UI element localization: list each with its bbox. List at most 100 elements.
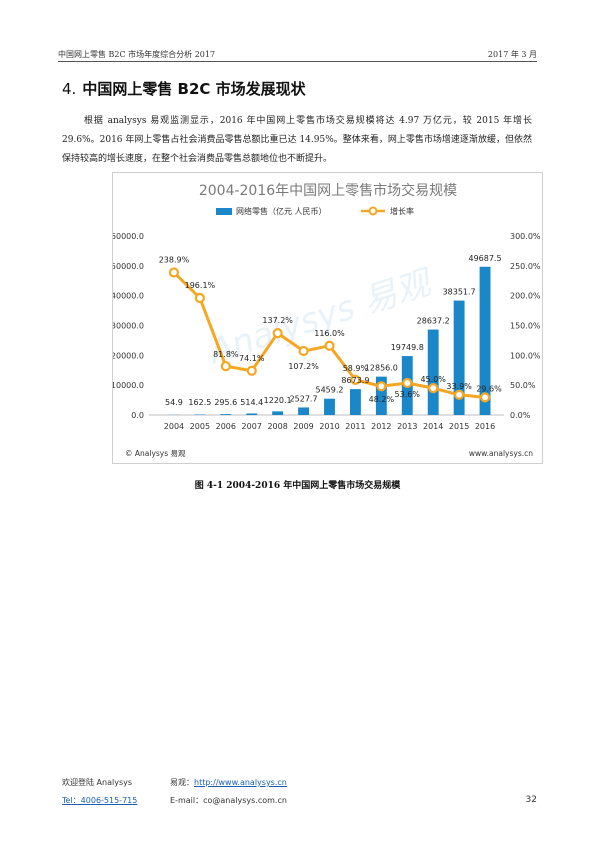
section-number: 4.: [62, 80, 77, 98]
bar-value-label: 12856.0: [365, 364, 398, 373]
bar-value-label: 2527.7: [290, 394, 318, 403]
x-tick-label: 2012: [371, 422, 391, 431]
section-heading: 4. 中国网上零售 B2C 市场发展现状: [62, 78, 306, 99]
header-date: 2017 年 3 月: [487, 50, 537, 59]
line-value-label: 74.1%: [239, 354, 265, 363]
header-report-title: 中国网上零售 B2C 市场年度综合分析 2017: [58, 50, 216, 59]
y-left-tick-label: 20000.0: [113, 351, 144, 360]
x-tick-label: 2013: [397, 422, 417, 431]
y-right-tick-label: 150.0%: [510, 322, 541, 331]
footer-tel-link[interactable]: Tel：4006-515-715: [62, 796, 138, 805]
line-value-label: 81.8%: [213, 350, 239, 359]
y-right-tick-label: 300.0%: [510, 232, 541, 241]
bar: [427, 329, 439, 415]
x-tick-label: 2008: [267, 422, 287, 431]
line-value-label: 48.2%: [369, 395, 395, 404]
x-tick-label: 2005: [190, 422, 210, 431]
x-tick-label: 2006: [216, 422, 236, 431]
x-tick-label: 2004: [164, 422, 184, 431]
y-left-tick-label: 10000.0: [113, 381, 144, 390]
x-tick-label: 2011: [345, 422, 365, 431]
y-right-tick-label: 200.0%: [510, 292, 541, 301]
chart-frame: 2004-2016年中国网上零售市场交易规模 网络零售（亿元 人民币） 增长率 Ana…: [112, 172, 543, 464]
x-tick-label: 2016: [475, 422, 495, 431]
y-left-tick-label: 60000.0: [113, 232, 144, 241]
growth-rate-point: [402, 377, 413, 389]
growth-rate-point: [298, 345, 309, 357]
growth-rate-point: [168, 267, 180, 278]
line-value-label: 45.0%: [420, 375, 446, 384]
line-value-label: 58.9%: [343, 364, 369, 373]
footer-email: E-mail：co@analysys.com.cn: [170, 796, 287, 805]
x-tick-label: 2009: [293, 422, 313, 431]
bar-value-label: 295.6: [214, 398, 237, 407]
chart-source-url: www.analysys.cn: [469, 449, 533, 458]
y-left-tick-label: 30000.0: [113, 322, 144, 331]
growth-rate-point: [246, 365, 257, 376]
bar-value-label: 19749.8: [391, 343, 424, 352]
y-right-tick-label: 0.0%: [510, 411, 531, 420]
growth-rate-point: [454, 389, 465, 400]
bar-value-label: 162.5: [188, 398, 211, 407]
line-value-label: 107.2%: [288, 362, 319, 371]
chart-title: 2004-2016年中国网上零售市场交易规模: [199, 182, 457, 199]
bar-value-label: 49687.5: [468, 254, 501, 263]
growth-rate-point: [479, 392, 491, 403]
footer-site-label: 易观：: [170, 778, 194, 787]
bar: [220, 414, 232, 415]
y-left-tick-label: 0.0: [131, 411, 144, 420]
line-value-label: 137.2%: [262, 316, 293, 325]
body-paragraph: 根据 analysys 易观监测显示，2016 年中国网上零售市场交易规模将达 …: [62, 116, 532, 164]
bar: [298, 407, 310, 415]
bar-value-label: 54.9: [165, 398, 183, 407]
bar-value-label: 514.4: [240, 398, 263, 407]
legend-line-label: 增长率: [390, 206, 414, 216]
footer-welcome: 欢迎登陆 Analysys: [62, 778, 133, 787]
growth-rate-point: [350, 374, 361, 385]
line-value-label: 29.6%: [476, 384, 502, 393]
y-right-tick-label: 50.0%: [510, 381, 536, 390]
y-right-tick-label: 100.0%: [510, 351, 541, 360]
bar: [375, 376, 387, 415]
bar-value-label: 5459.2: [316, 386, 344, 395]
y-left-tick-label: 50000.0: [113, 262, 144, 271]
legend-line-marker: [368, 206, 378, 216]
line-value-label: 116.0%: [314, 329, 345, 338]
bar-value-label: 8673.9: [341, 376, 369, 385]
section-title-text: 中国网上零售 B2C 市场发展现状: [82, 80, 306, 98]
growth-rate-point: [428, 383, 439, 394]
x-tick-label: 2015: [449, 422, 469, 431]
page-number: 32: [525, 795, 537, 805]
bar-value-label: 1220.1: [264, 396, 292, 405]
chart-source: © Analysys 易观: [125, 449, 186, 458]
line-value-label: 53.6%: [395, 390, 421, 399]
footer-site: 易观：http://www.analysys.cn: [170, 777, 287, 788]
legend-bar-label: 网络零售（亿元 人民币）: [236, 206, 327, 216]
growth-rate-point: [220, 361, 231, 372]
line-value-label: 238.9%: [159, 255, 190, 264]
legend-bar-swatch: [216, 208, 232, 215]
growth-rate-point: [376, 381, 387, 392]
line-value-label: 33.9%: [446, 382, 472, 391]
bar-value-label: 38351.7: [443, 288, 476, 297]
header-divider: [58, 61, 537, 62]
bar: [324, 398, 335, 415]
bar: [453, 300, 465, 415]
bar: [479, 266, 491, 415]
footer-site-link[interactable]: http://www.analysys.cn: [194, 778, 287, 787]
growth-rate-point: [194, 292, 205, 304]
line-value-label: 196.1%: [185, 281, 216, 290]
x-tick-label: 2007: [242, 422, 262, 431]
bar-value-label: 28637.2: [417, 317, 450, 326]
bar: [246, 413, 258, 415]
bar: [349, 389, 361, 415]
y-left-tick-label: 40000.0: [113, 292, 144, 301]
growth-rate-point: [272, 328, 283, 339]
growth-rate-point: [324, 340, 335, 351]
bar: [272, 411, 284, 415]
x-tick-label: 2010: [319, 422, 339, 431]
x-tick-label: 2014: [423, 422, 443, 431]
figure-caption: 图 4-1 2004-2016 年中国网上零售市场交易规模: [194, 481, 401, 491]
y-right-tick-label: 250.0%: [510, 262, 541, 271]
